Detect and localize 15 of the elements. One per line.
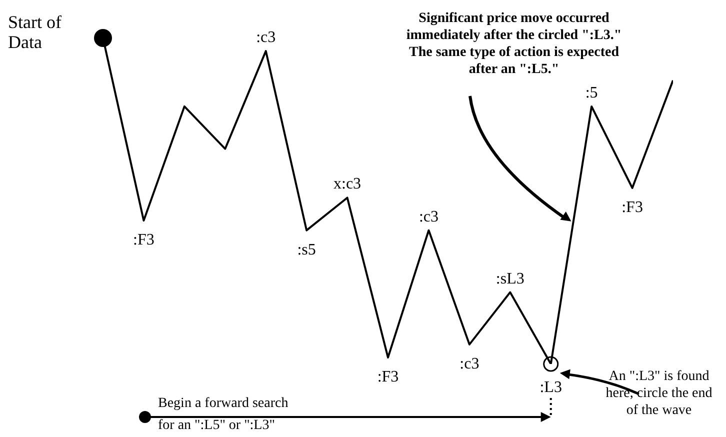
annotation: :c3 (460, 355, 480, 372)
annotation: :F3 (133, 232, 154, 249)
annotation: x:c3 (334, 176, 362, 193)
annotation: :F3 (377, 368, 399, 386)
annotation: :L3 (540, 379, 562, 396)
annotation: Significant price move occurred immediately after the circled ":L3." The same type of action is expected after an ":L5." (405, 10, 623, 78)
text: Start of Data (8, 12, 62, 52)
annotation: :sL3 (496, 270, 524, 288)
annotation: :F3 (622, 198, 643, 216)
annotation: :s5 (297, 241, 316, 258)
text: An ":L3" is found here, circle the end of the wave (604, 368, 714, 419)
annotation: :c3 (418, 208, 438, 226)
annotation: :c3 (256, 29, 276, 46)
text: Begin a forward search for an ":L5" or ":L3" (158, 395, 290, 435)
annotation: :5 (585, 84, 598, 102)
